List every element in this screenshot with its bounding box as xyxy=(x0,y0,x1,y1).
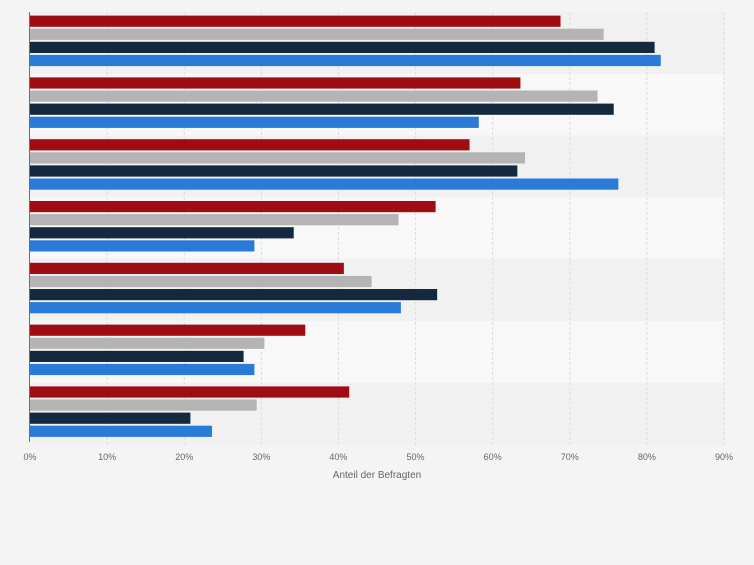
x-tick-label: 80% xyxy=(638,452,656,462)
bar[interactable] xyxy=(30,425,212,437)
bar[interactable] xyxy=(30,386,350,398)
bar[interactable] xyxy=(30,139,470,151)
x-tick-label: 90% xyxy=(715,452,733,462)
bar[interactable] xyxy=(30,116,479,128)
bar[interactable] xyxy=(30,262,344,274)
x-tick-label: 10% xyxy=(98,452,116,462)
bar[interactable] xyxy=(30,152,526,164)
bar[interactable] xyxy=(30,302,401,314)
x-tick-label: 70% xyxy=(561,452,579,462)
bar[interactable] xyxy=(30,227,294,239)
x-tick-label: 30% xyxy=(252,452,270,462)
bar[interactable] xyxy=(30,178,619,190)
x-tick-label: 50% xyxy=(407,452,425,462)
bar[interactable] xyxy=(30,77,521,89)
x-tick-label: 0% xyxy=(23,452,36,462)
bar[interactable] xyxy=(30,54,661,67)
bar[interactable] xyxy=(30,15,561,27)
bar[interactable] xyxy=(30,275,372,288)
bar[interactable] xyxy=(30,165,518,177)
bar[interactable] xyxy=(30,363,255,376)
x-axis-ticks: 0% 10% 20% 30% 40% 50% 60% 70% 80% 90% xyxy=(23,452,733,462)
bar[interactable] xyxy=(30,201,436,213)
bar[interactable] xyxy=(30,103,614,115)
x-tick-label: 40% xyxy=(329,452,347,462)
bar[interactable] xyxy=(30,289,438,301)
bar[interactable] xyxy=(30,399,257,411)
bar[interactable] xyxy=(30,412,191,424)
bar[interactable] xyxy=(30,214,399,226)
bar[interactable] xyxy=(30,240,255,252)
bar[interactable] xyxy=(30,324,306,336)
x-tick-label: 20% xyxy=(175,452,193,462)
x-tick-label: 60% xyxy=(484,452,502,462)
bars-group xyxy=(30,15,661,437)
bar[interactable] xyxy=(30,41,655,53)
bar[interactable] xyxy=(30,28,604,40)
bar[interactable] xyxy=(30,90,598,102)
bar[interactable] xyxy=(30,350,244,362)
x-axis-label: Anteil der Befragten xyxy=(333,470,421,481)
bar[interactable] xyxy=(30,337,265,349)
